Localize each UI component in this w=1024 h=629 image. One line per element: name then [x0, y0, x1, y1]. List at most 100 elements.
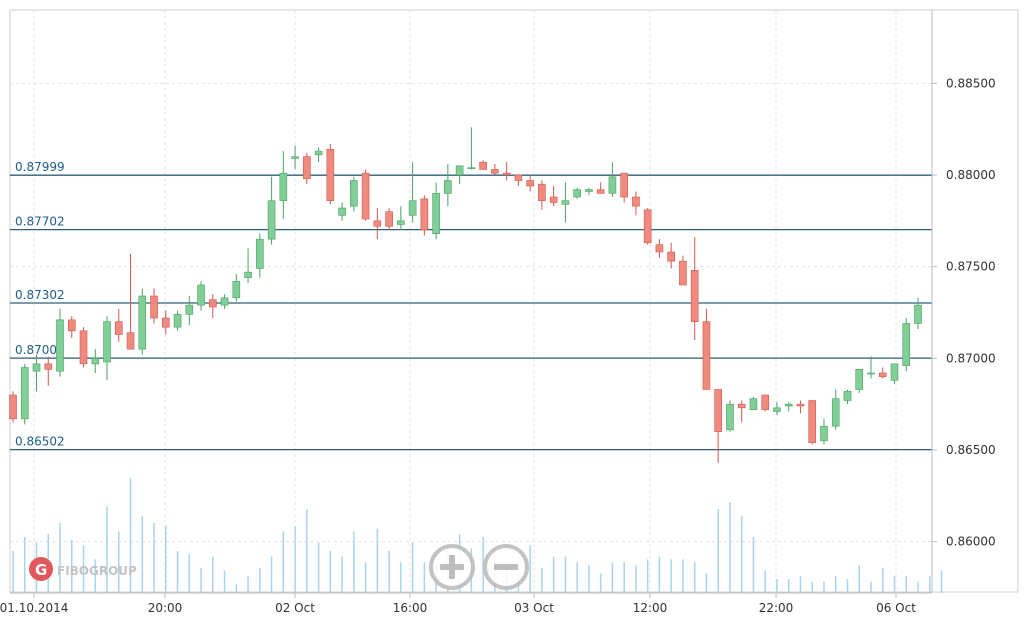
candle-body [314, 150, 323, 156]
candle-body [784, 403, 793, 407]
candle-body [279, 172, 288, 201]
candle [326, 143, 335, 205]
candle-body [103, 321, 111, 363]
candle [714, 389, 722, 463]
candle-body [808, 400, 817, 443]
candle-body [420, 198, 429, 231]
candle [138, 288, 147, 355]
candle-body [138, 295, 147, 350]
volume-bars [12, 478, 943, 593]
candle [397, 206, 405, 230]
candle-body [796, 403, 805, 407]
candle [279, 151, 288, 219]
candle-body [197, 284, 205, 306]
candle-body [161, 317, 170, 328]
x-tick-label: 22:00 [759, 601, 794, 615]
minus-icon [494, 564, 518, 570]
candle-body [502, 172, 511, 176]
candle-body [291, 156, 299, 159]
candle [784, 402, 793, 412]
candle-body [714, 389, 722, 432]
candle-body [690, 270, 699, 322]
candle-body [632, 196, 640, 207]
candle-body [608, 176, 617, 194]
candle [667, 242, 675, 269]
candle [408, 162, 417, 223]
candle-body [831, 398, 840, 427]
candle [303, 153, 311, 185]
chart-frame [9, 9, 1019, 593]
candle [385, 208, 393, 230]
candle [491, 164, 499, 175]
candle-body [843, 391, 852, 401]
candle-body [655, 244, 664, 253]
candle-body [902, 323, 911, 366]
fibo-logo-icon: G [29, 557, 53, 581]
candle-body [9, 394, 17, 420]
candle [32, 354, 41, 392]
candle [690, 237, 699, 340]
candle [373, 208, 382, 240]
candle-body [361, 172, 370, 220]
candle-body [620, 172, 628, 198]
candle [361, 169, 370, 221]
candle [267, 176, 276, 245]
y-tick-label: 0.88500 [946, 76, 996, 90]
x-tick-label: 16:00 [393, 601, 428, 615]
y-axis: 0.86000 0.86500 0.87000 0.87500 0.88000 0.885… [932, 76, 996, 549]
candle-body [232, 281, 241, 299]
candle-body [20, 367, 29, 420]
plus-icon [440, 555, 464, 579]
candle [632, 191, 640, 216]
candle-body [56, 319, 64, 372]
candle [432, 182, 440, 240]
candle [444, 164, 452, 207]
candle-body [126, 332, 135, 350]
candle [338, 202, 346, 221]
candle-body [256, 238, 264, 269]
candle-body [679, 260, 687, 286]
candle [749, 396, 758, 410]
zoom-in-button[interactable] [429, 544, 475, 590]
x-tick-label: 02 Oct [275, 601, 315, 615]
candle-body [79, 330, 88, 365]
candle-body [150, 295, 158, 319]
zoom-out-button[interactable] [483, 544, 529, 590]
candle-body [526, 180, 534, 187]
candle-body [67, 319, 76, 332]
x-tick-label: 20:00 [148, 601, 183, 615]
candle-body [561, 200, 570, 205]
candle [314, 147, 323, 163]
x-tick-label: 12:00 [633, 601, 668, 615]
candle [79, 327, 88, 368]
candle-body [244, 271, 252, 278]
candle-body [643, 209, 652, 244]
candle-body [385, 211, 393, 227]
candle-body [303, 156, 311, 179]
candle [914, 297, 922, 329]
candle-body [455, 165, 464, 176]
candle [679, 255, 687, 286]
candle [573, 187, 581, 199]
candle-body [185, 304, 194, 315]
candle [103, 316, 111, 381]
candle [843, 389, 852, 405]
candle [67, 316, 76, 339]
candle [185, 296, 194, 326]
candle-body [397, 220, 405, 225]
y-tick-label: 0.87000 [946, 351, 996, 365]
candle [596, 182, 605, 194]
candle-body [479, 161, 487, 170]
level-label: 0.86502 [15, 435, 65, 449]
candle [855, 369, 864, 394]
y-tick-label: 0.86000 [946, 535, 996, 549]
candle-body [444, 180, 452, 194]
candle-body [91, 358, 100, 365]
candle [549, 186, 558, 207]
candle [820, 418, 828, 445]
candle [479, 160, 487, 170]
candle [56, 308, 64, 377]
level-label: 0.87702 [15, 215, 65, 229]
